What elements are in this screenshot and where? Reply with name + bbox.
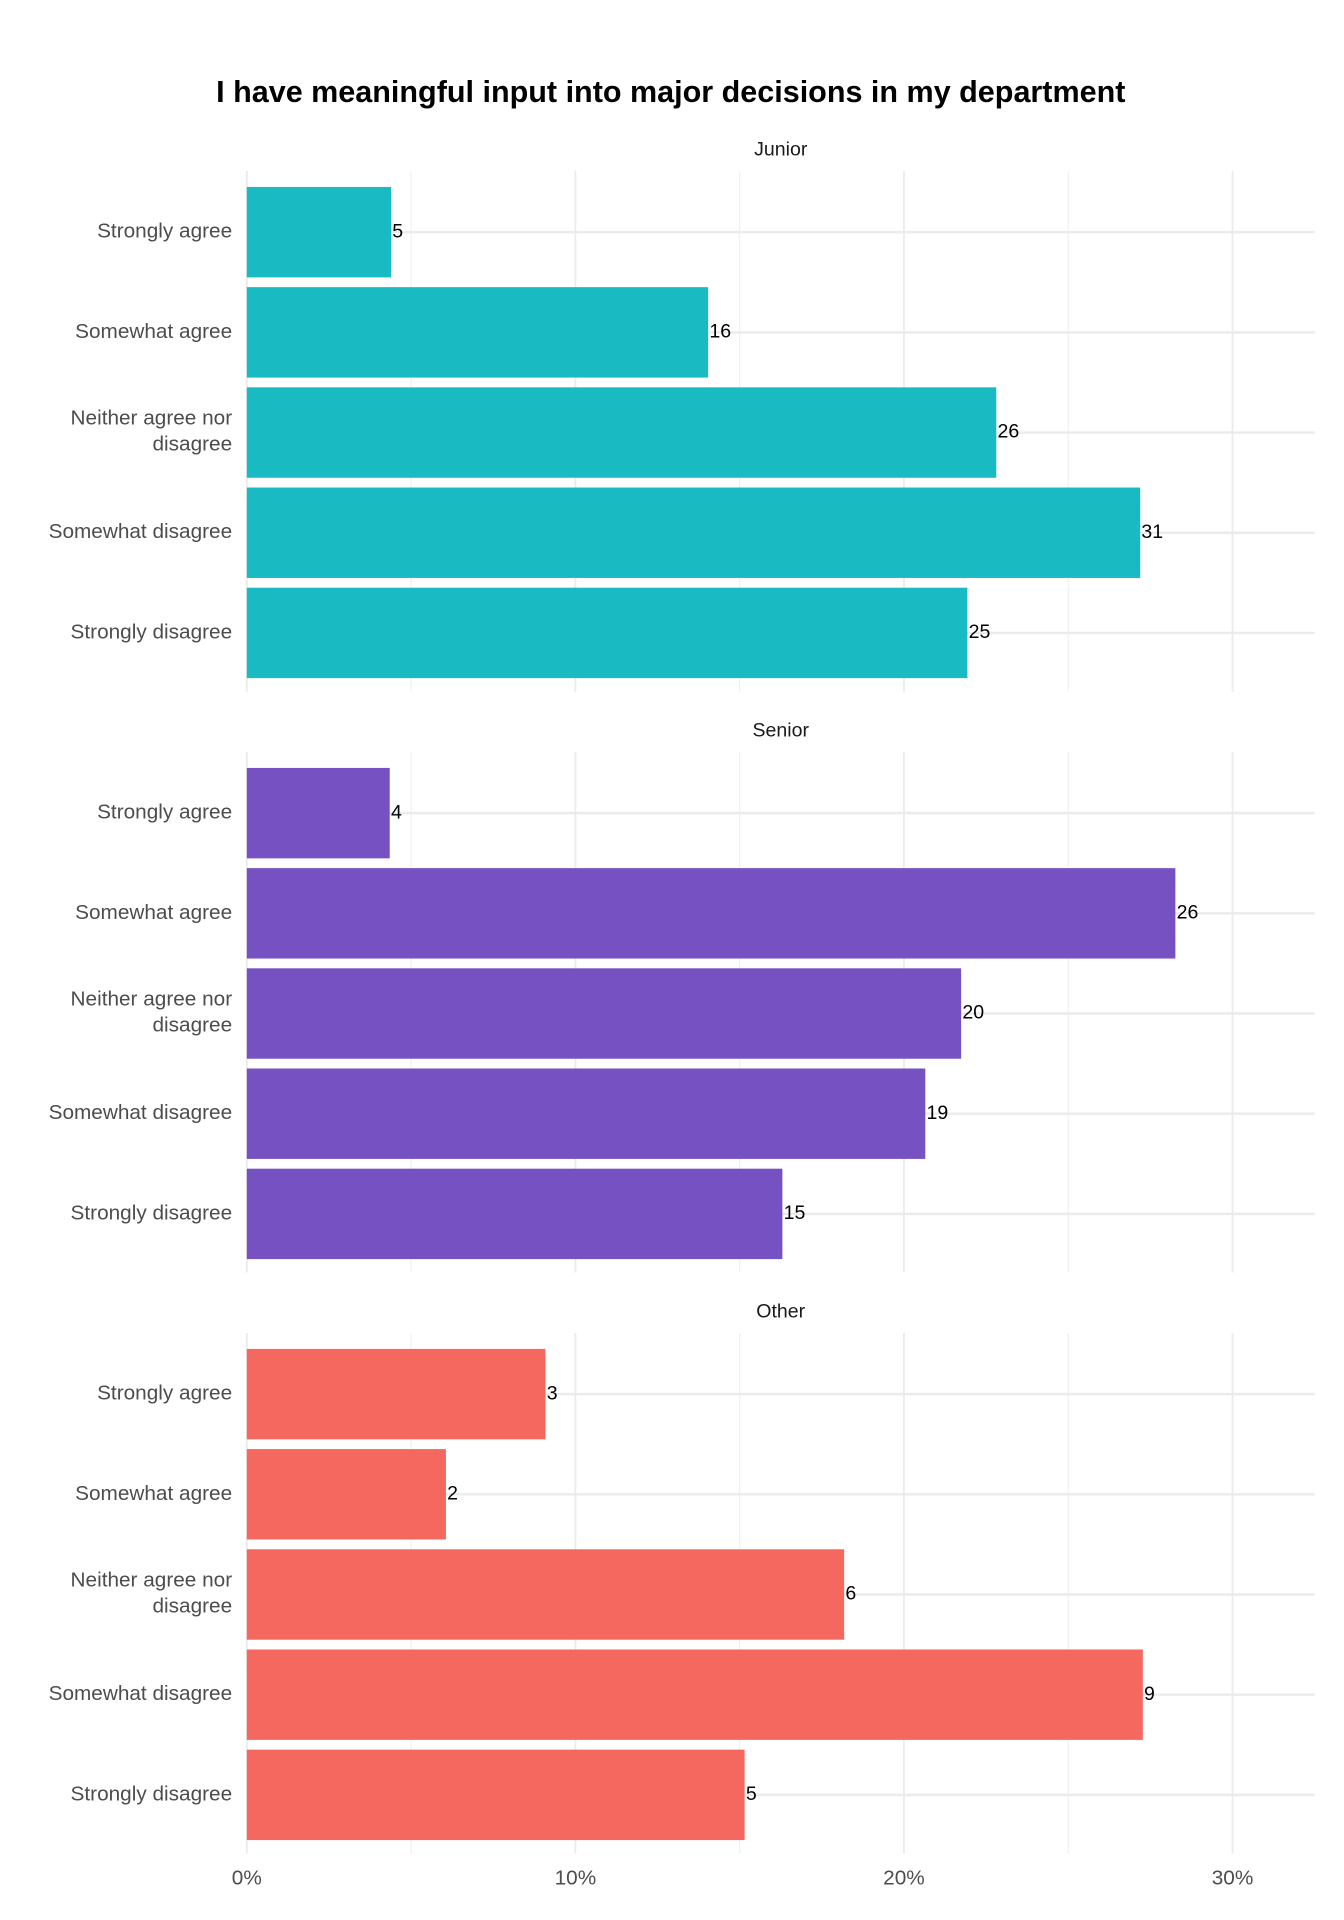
- data-label: 5: [746, 1783, 757, 1805]
- y-tick-label: Strongly agree: [97, 220, 232, 243]
- data-label: 15: [784, 1202, 806, 1224]
- data-label: 4: [391, 801, 402, 823]
- y-tick-label: Strongly disagree: [71, 1782, 233, 1805]
- bar: [246, 1649, 1143, 1740]
- y-tick-label: Neither agree nor disagree: [71, 407, 233, 456]
- y-tick-label: Somewhat agree: [75, 320, 232, 343]
- bar: [246, 1749, 745, 1841]
- y-tick-label: Strongly agree: [97, 1382, 232, 1405]
- x-tick-label: 30%: [1212, 1867, 1254, 1890]
- y-tick-label: Somewhat agree: [75, 1482, 232, 1505]
- bar: [246, 1348, 546, 1440]
- data-label: 20: [962, 1002, 984, 1024]
- bar: [246, 1168, 783, 1260]
- panel-title: Senior: [753, 719, 810, 741]
- bar: [246, 968, 962, 1059]
- data-label: 26: [1177, 901, 1199, 923]
- data-label: 5: [392, 220, 403, 242]
- x-tick-label: 10%: [555, 1867, 597, 1890]
- data-label: 31: [1141, 521, 1163, 543]
- y-tick-label: Somewhat agree: [75, 901, 232, 924]
- y-tick-label: Somewhat disagree: [49, 1682, 233, 1705]
- data-label: 6: [845, 1583, 856, 1605]
- y-tick-label: Neither agree nor disagree: [71, 988, 233, 1037]
- y-tick-label: Strongly disagree: [71, 1201, 233, 1224]
- bar: [246, 287, 709, 378]
- x-tick-label: 0%: [232, 1867, 262, 1890]
- data-label: 25: [969, 621, 991, 643]
- bar: [246, 487, 1141, 578]
- y-tick-label: Somewhat disagree: [49, 520, 233, 543]
- bar: [246, 186, 392, 278]
- data-label: 26: [998, 421, 1020, 443]
- data-label: 3: [547, 1382, 558, 1404]
- data-label: 2: [447, 1482, 458, 1504]
- bar: [246, 868, 1176, 959]
- chart-title: I have meaningful input into major decis…: [216, 75, 1125, 109]
- y-tick-label: Strongly disagree: [71, 620, 233, 643]
- panel-title: Junior: [754, 138, 808, 160]
- bar: [246, 587, 968, 679]
- panel-title: Other: [756, 1300, 805, 1322]
- bar: [246, 387, 997, 478]
- bar: [246, 1549, 845, 1640]
- y-tick-label: Neither agree nor disagree: [71, 1569, 233, 1618]
- bar: [246, 1449, 446, 1540]
- y-tick-label: Somewhat disagree: [49, 1101, 233, 1124]
- x-tick-label: 20%: [883, 1867, 925, 1890]
- y-tick-label: Strongly agree: [97, 801, 232, 824]
- bar: [246, 1068, 926, 1159]
- data-label: 9: [1144, 1683, 1155, 1705]
- bar: [246, 767, 390, 859]
- data-label: 16: [709, 321, 731, 343]
- data-label: 19: [927, 1102, 949, 1124]
